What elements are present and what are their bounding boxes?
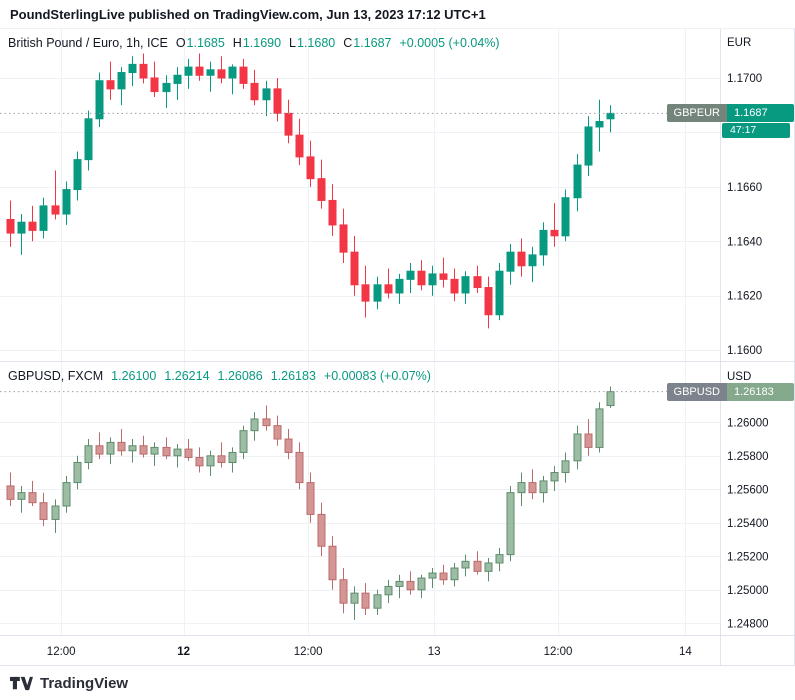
pane-1-candles[interactable] <box>6 386 615 620</box>
gbpeur-low: L 1.1680 <box>289 36 336 50</box>
bar-close-countdown: 47:17 <box>722 122 790 138</box>
svg-text:12: 12 <box>177 646 190 658</box>
tradingview-wordmark: TradingView <box>40 674 129 692</box>
svg-text:1.25800: 1.25800 <box>727 451 769 463</box>
footer: TradingView <box>0 665 795 700</box>
svg-text:1.25400: 1.25400 <box>727 518 769 530</box>
price-axis-currency-eur: EUR <box>727 37 752 49</box>
svg-text:1.1660: 1.1660 <box>727 182 762 194</box>
gbpusd-low: 1.26086 <box>217 369 263 383</box>
svg-text:12:00: 12:00 <box>47 646 76 658</box>
gbpusd-badge-price: 1.26183 <box>727 382 794 401</box>
pane-0-candles[interactable] <box>6 53 615 329</box>
time-axis[interactable]: 12:00 12 12:00 13 12:00 14 <box>47 646 693 658</box>
svg-text:13: 13 <box>428 646 441 658</box>
gbpeur-open: O 1.1685 <box>175 36 225 50</box>
pane-1-grid <box>0 362 720 635</box>
svg-text:1.1620: 1.1620 <box>727 291 762 303</box>
chart-area[interactable]: 1.17001.16801.16601.16401.16201.16001.26… <box>0 28 795 666</box>
svg-text:1.25000: 1.25000 <box>727 585 769 597</box>
svg-text:1.1700: 1.1700 <box>727 73 762 85</box>
gbpeur-symbol-title[interactable]: British Pound / Euro, 1h, ICE <box>8 36 168 50</box>
svg-text:12:00: 12:00 <box>544 646 573 658</box>
pane-0-grid <box>0 29 720 361</box>
attribution-header: PoundSterlingLive published on TradingVi… <box>0 0 795 28</box>
tradingview-logo[interactable]: TradingView <box>10 674 128 693</box>
gbpeur-change: +0.0005 (+0.04%) <box>399 36 500 50</box>
svg-text:1.24800: 1.24800 <box>727 618 769 630</box>
svg-text:1.25600: 1.25600 <box>727 484 769 496</box>
gbpeur-close: C 1.1687 <box>343 36 392 50</box>
pane-1-price-axis[interactable]: 1.26000 1.25800 1.25600 1.25400 1.25200 1.250… <box>727 417 769 630</box>
gbpusd-high: 1.26214 <box>164 369 210 383</box>
gbpusd-legend[interactable]: GBPUSD, FXCM 1.26100 1.26214 1.26086 1.2… <box>8 369 431 383</box>
svg-text:1.25200: 1.25200 <box>727 551 769 563</box>
candlestick-charts-svg[interactable]: 1.17001.16801.16601.16401.16201.16001.26… <box>0 29 795 666</box>
price-axis-currency-usd: USD <box>727 371 752 383</box>
gbpusd-change: +0.00083 (+0.07%) <box>323 369 431 383</box>
gbpusd-close: 1.26183 <box>270 369 316 383</box>
gbpeur-badge-symbol: GBPEUR <box>666 104 727 123</box>
tradingview-icon <box>10 676 33 690</box>
gbpeur-price-badge: GBPEUR 1.1687 <box>666 104 794 123</box>
gbpeur-high: H 1.1690 <box>232 36 282 50</box>
gbpusd-open: 1.26100 <box>111 369 157 383</box>
gbpusd-price-badge: GBPUSD 1.26183 <box>666 382 794 401</box>
attribution-text: PoundSterlingLive published on TradingVi… <box>10 6 486 22</box>
svg-text:14: 14 <box>679 646 692 658</box>
svg-text:12:00: 12:00 <box>294 646 323 658</box>
gbpeur-badge-price: 1.1687 <box>727 104 794 123</box>
svg-text:1.26000: 1.26000 <box>727 417 769 429</box>
svg-text:1.1640: 1.1640 <box>727 236 762 248</box>
gbpusd-symbol-title[interactable]: GBPUSD, FXCM <box>8 369 104 383</box>
svg-text:1.1600: 1.1600 <box>727 345 762 357</box>
gbpusd-badge-symbol: GBPUSD <box>666 382 727 401</box>
